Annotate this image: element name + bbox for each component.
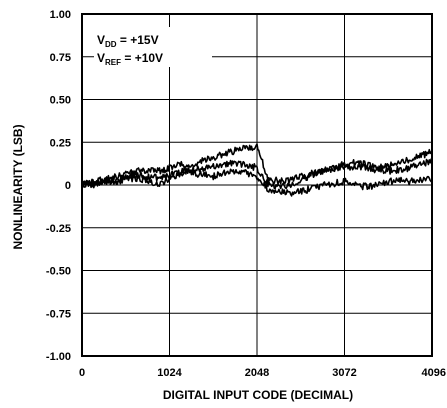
series-line-0 bbox=[81, 143, 433, 188]
y-tick-label-7: -0.75 bbox=[46, 308, 71, 320]
x-tick-label-2: 2048 bbox=[245, 367, 269, 379]
y-tick-labels: 1.00 0.75 0.50 0.25 0 -0.25 -0.50 -0.75 -1.00 bbox=[46, 9, 71, 363]
vdd-annotation: VDD = +15V bbox=[97, 33, 159, 49]
series-line-1 bbox=[81, 158, 433, 190]
x-tick-label-4: 4096 bbox=[422, 367, 446, 379]
y-tick-label-1: 0.75 bbox=[50, 52, 71, 64]
x-tick-label-3: 3072 bbox=[332, 367, 356, 379]
y-tick-label-3: 0.25 bbox=[50, 137, 71, 149]
y-axis-title: NONLINEARITY (LSB) bbox=[11, 124, 25, 249]
y-tick-label-8: -1.00 bbox=[46, 351, 71, 363]
y-tick-label-5: -0.25 bbox=[46, 223, 71, 235]
plot-frame bbox=[81, 13, 433, 357]
y-tick-label-6: -0.50 bbox=[46, 266, 71, 278]
x-axis-title: DIGITAL INPUT CODE (DECIMAL) bbox=[163, 388, 353, 402]
vref-annotation: VREF = +10V bbox=[97, 51, 163, 67]
y-tick-label-0: 1.00 bbox=[50, 9, 71, 21]
chart-series-group bbox=[81, 143, 433, 197]
y-tick-label-4: 0 bbox=[65, 180, 71, 192]
x-tick-label-1: 1024 bbox=[157, 367, 182, 379]
series-line-2 bbox=[81, 168, 433, 197]
annotation-background bbox=[94, 27, 212, 67]
x-tick-label-0: 0 bbox=[79, 367, 85, 379]
y-tick-label-2: 0.50 bbox=[50, 95, 71, 107]
x-tick-labels: 0 1024 2048 3072 4096 bbox=[79, 367, 446, 379]
